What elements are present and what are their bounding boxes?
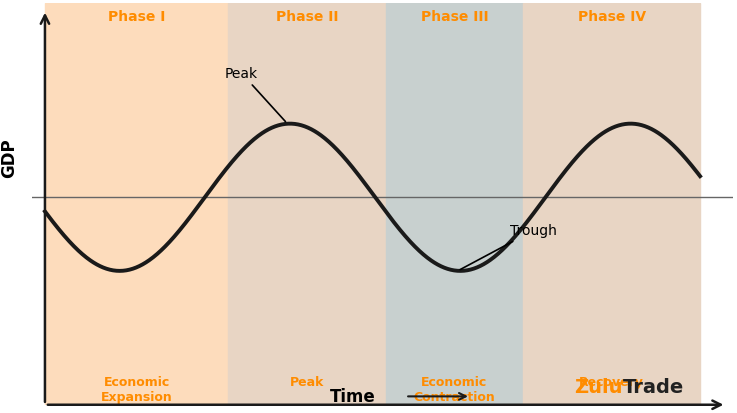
Text: Economic
Contraction: Economic Contraction <box>413 375 495 403</box>
Text: Trough: Trough <box>460 224 557 270</box>
Text: Phase I: Phase I <box>108 10 165 24</box>
Text: Phase IV: Phase IV <box>578 10 646 24</box>
Text: Peak: Peak <box>290 375 324 388</box>
Text: Recovery: Recovery <box>579 375 644 388</box>
Text: Economic
Expansion: Economic Expansion <box>101 375 172 403</box>
Bar <box>228 4 385 405</box>
Text: GDP: GDP <box>0 138 18 178</box>
Bar <box>523 4 700 405</box>
Text: Trade: Trade <box>623 377 684 396</box>
Bar <box>385 4 523 405</box>
Text: Time: Time <box>330 387 376 406</box>
Text: Peak: Peak <box>225 67 285 122</box>
Text: Zulu: Zulu <box>574 377 623 396</box>
Bar <box>45 4 228 405</box>
Text: Phase II: Phase II <box>276 10 338 24</box>
Text: Phase III: Phase III <box>421 10 488 24</box>
